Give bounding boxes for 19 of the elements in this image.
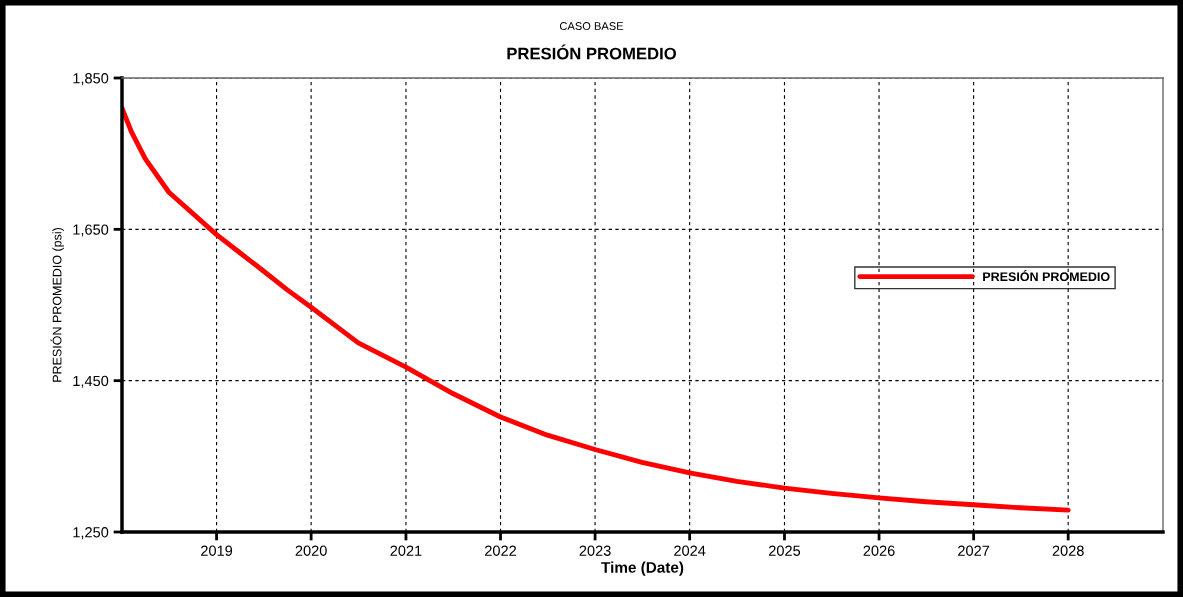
x-tick-label: 2025	[768, 545, 801, 556]
chart-title: PRESIÓN PROMEDIO	[507, 44, 676, 60]
y-tick-label: 1,250	[73, 527, 109, 540]
x-tick-label: 2024	[674, 545, 706, 556]
x-tick-label: 2026	[863, 545, 895, 556]
x-tick-label: 2019	[201, 545, 233, 556]
x-axis-title: Time (Date)	[601, 561, 684, 576]
x-tick-label: 2027	[958, 545, 990, 556]
x-tick-label: 2023	[579, 545, 611, 556]
x-tick-label: 2021	[390, 545, 422, 556]
x-tick-label: 2022	[485, 545, 517, 556]
x-tick-label: 2028	[1052, 545, 1084, 556]
text: PRESIÓN PROMEDIO	[983, 269, 1110, 282]
y-tick-label: 1,850	[73, 73, 109, 86]
y-axis-title: PRESIÓN PROMEDIO (psi)	[50, 227, 64, 382]
y-tick-label: 1,650	[73, 224, 109, 237]
x-tick-label: 2020	[295, 545, 327, 556]
y-tick-label: 1,450	[73, 375, 109, 388]
chart-subtitle: CASO BASE	[559, 22, 624, 30]
